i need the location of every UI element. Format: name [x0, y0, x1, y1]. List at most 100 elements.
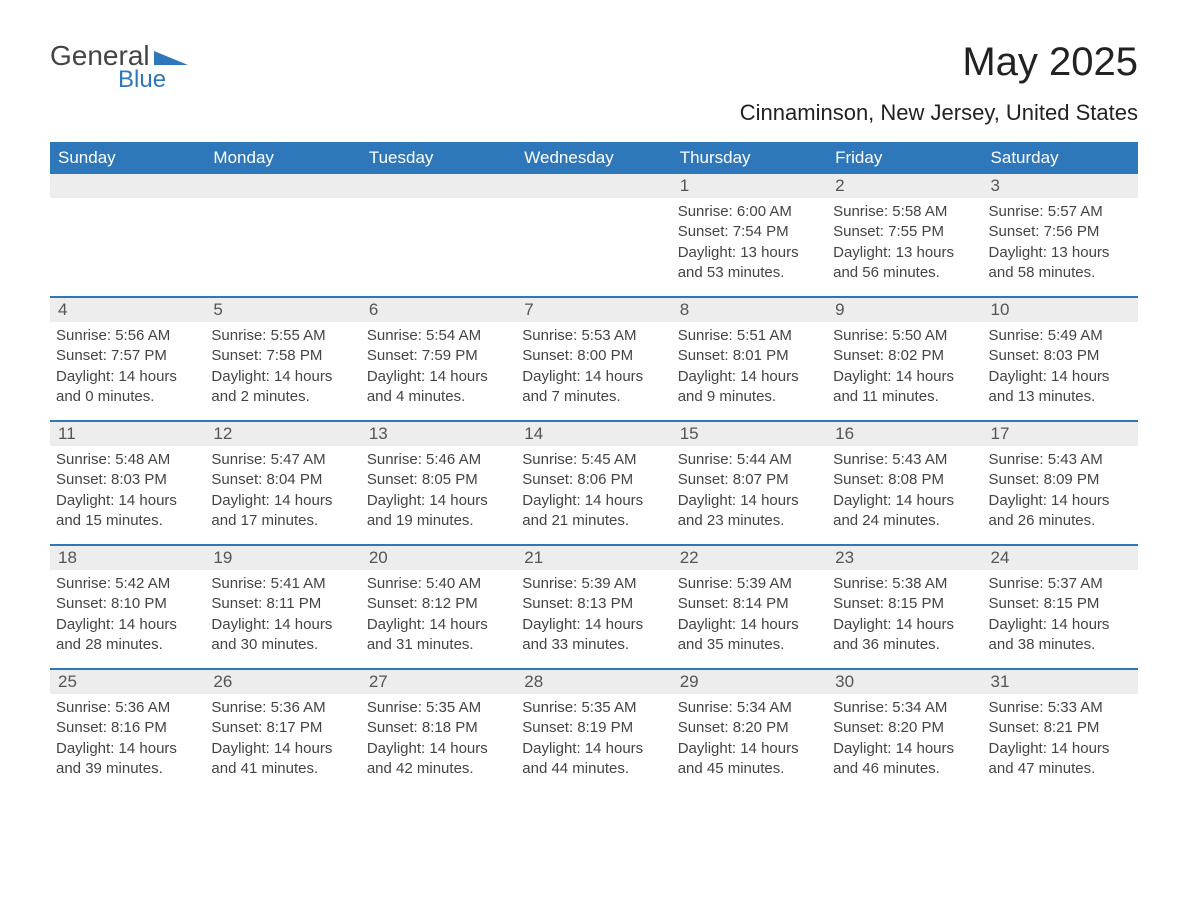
- weekday-saturday: Saturday: [983, 142, 1138, 174]
- day-details: Sunrise: 5:47 AMSunset: 8:04 PMDaylight:…: [205, 446, 360, 531]
- day-details: Sunrise: 5:43 AMSunset: 8:09 PMDaylight:…: [983, 446, 1138, 531]
- day-details: Sunrise: 5:46 AMSunset: 8:05 PMDaylight:…: [361, 446, 516, 531]
- day-details: Sunrise: 5:37 AMSunset: 8:15 PMDaylight:…: [983, 570, 1138, 655]
- day-cell: .: [50, 174, 205, 296]
- day-cell: 31Sunrise: 5:33 AMSunset: 8:21 PMDayligh…: [983, 670, 1138, 792]
- day-details: Sunrise: 5:55 AMSunset: 7:58 PMDaylight:…: [205, 322, 360, 407]
- daylight-text: Daylight: 14 hours and 13 minutes.: [989, 367, 1132, 408]
- sunrise-text: Sunrise: 5:55 AM: [211, 326, 354, 346]
- sunrise-text: Sunrise: 5:56 AM: [56, 326, 199, 346]
- sunrise-text: Sunrise: 5:33 AM: [989, 698, 1132, 718]
- sunrise-text: Sunrise: 5:40 AM: [367, 574, 510, 594]
- daylight-text: Daylight: 14 hours and 42 minutes.: [367, 739, 510, 780]
- sunset-text: Sunset: 8:09 PM: [989, 470, 1132, 490]
- header: General Blue May 2025: [50, 40, 1138, 94]
- sunrise-text: Sunrise: 5:35 AM: [367, 698, 510, 718]
- day-details: Sunrise: 5:56 AMSunset: 7:57 PMDaylight:…: [50, 322, 205, 407]
- day-number: 25: [50, 670, 205, 694]
- day-number: 17: [983, 422, 1138, 446]
- sunrise-text: Sunrise: 5:35 AM: [522, 698, 665, 718]
- day-cell: 8Sunrise: 5:51 AMSunset: 8:01 PMDaylight…: [672, 298, 827, 420]
- day-number: 19: [205, 546, 360, 570]
- day-number: 7: [516, 298, 671, 322]
- sunset-text: Sunset: 8:18 PM: [367, 718, 510, 738]
- day-number: 31: [983, 670, 1138, 694]
- sunrise-text: Sunrise: 5:47 AM: [211, 450, 354, 470]
- daylight-text: Daylight: 14 hours and 26 minutes.: [989, 491, 1132, 532]
- day-number: 4: [50, 298, 205, 322]
- sunset-text: Sunset: 8:10 PM: [56, 594, 199, 614]
- sunrise-text: Sunrise: 5:34 AM: [833, 698, 976, 718]
- weekday-wednesday: Wednesday: [516, 142, 671, 174]
- day-number: 22: [672, 546, 827, 570]
- day-cell: .: [205, 174, 360, 296]
- sunrise-text: Sunrise: 5:42 AM: [56, 574, 199, 594]
- day-details: Sunrise: 5:35 AMSunset: 8:19 PMDaylight:…: [516, 694, 671, 779]
- sunset-text: Sunset: 8:08 PM: [833, 470, 976, 490]
- day-details: Sunrise: 5:41 AMSunset: 8:11 PMDaylight:…: [205, 570, 360, 655]
- day-details: Sunrise: 5:50 AMSunset: 8:02 PMDaylight:…: [827, 322, 982, 407]
- day-details: Sunrise: 5:53 AMSunset: 8:00 PMDaylight:…: [516, 322, 671, 407]
- daylight-text: Daylight: 13 hours and 56 minutes.: [833, 243, 976, 284]
- sunset-text: Sunset: 8:16 PM: [56, 718, 199, 738]
- daylight-text: Daylight: 14 hours and 46 minutes.: [833, 739, 976, 780]
- day-number: 23: [827, 546, 982, 570]
- calendar-body: ....1Sunrise: 6:00 AMSunset: 7:54 PMDayl…: [50, 174, 1138, 792]
- day-cell: 20Sunrise: 5:40 AMSunset: 8:12 PMDayligh…: [361, 546, 516, 668]
- day-number: 29: [672, 670, 827, 694]
- day-details: Sunrise: 5:54 AMSunset: 7:59 PMDaylight:…: [361, 322, 516, 407]
- day-number: 20: [361, 546, 516, 570]
- sunrise-text: Sunrise: 5:39 AM: [678, 574, 821, 594]
- day-number: 11: [50, 422, 205, 446]
- day-details: Sunrise: 5:44 AMSunset: 8:07 PMDaylight:…: [672, 446, 827, 531]
- day-cell: 1Sunrise: 6:00 AMSunset: 7:54 PMDaylight…: [672, 174, 827, 296]
- sunset-text: Sunset: 8:04 PM: [211, 470, 354, 490]
- day-cell: 28Sunrise: 5:35 AMSunset: 8:19 PMDayligh…: [516, 670, 671, 792]
- day-details: Sunrise: 5:45 AMSunset: 8:06 PMDaylight:…: [516, 446, 671, 531]
- daylight-text: Daylight: 14 hours and 44 minutes.: [522, 739, 665, 780]
- sunset-text: Sunset: 8:17 PM: [211, 718, 354, 738]
- sunrise-text: Sunrise: 5:50 AM: [833, 326, 976, 346]
- daylight-text: Daylight: 14 hours and 30 minutes.: [211, 615, 354, 656]
- sunrise-text: Sunrise: 5:45 AM: [522, 450, 665, 470]
- day-cell: 5Sunrise: 5:55 AMSunset: 7:58 PMDaylight…: [205, 298, 360, 420]
- daylight-text: Daylight: 14 hours and 39 minutes.: [56, 739, 199, 780]
- day-number: 5: [205, 298, 360, 322]
- day-cell: 23Sunrise: 5:38 AMSunset: 8:15 PMDayligh…: [827, 546, 982, 668]
- sunset-text: Sunset: 8:11 PM: [211, 594, 354, 614]
- daylight-text: Daylight: 14 hours and 9 minutes.: [678, 367, 821, 408]
- week-row: 18Sunrise: 5:42 AMSunset: 8:10 PMDayligh…: [50, 544, 1138, 668]
- daylight-text: Daylight: 14 hours and 24 minutes.: [833, 491, 976, 532]
- day-cell: 30Sunrise: 5:34 AMSunset: 8:20 PMDayligh…: [827, 670, 982, 792]
- sunset-text: Sunset: 8:03 PM: [989, 346, 1132, 366]
- sunset-text: Sunset: 8:07 PM: [678, 470, 821, 490]
- sunrise-text: Sunrise: 5:39 AM: [522, 574, 665, 594]
- day-number: 12: [205, 422, 360, 446]
- logo-text-blue: Blue: [118, 66, 166, 94]
- sunset-text: Sunset: 8:14 PM: [678, 594, 821, 614]
- location-subtitle: Cinnaminson, New Jersey, United States: [50, 100, 1138, 126]
- day-cell: 27Sunrise: 5:35 AMSunset: 8:18 PMDayligh…: [361, 670, 516, 792]
- day-cell: 13Sunrise: 5:46 AMSunset: 8:05 PMDayligh…: [361, 422, 516, 544]
- day-cell: 11Sunrise: 5:48 AMSunset: 8:03 PMDayligh…: [50, 422, 205, 544]
- daylight-text: Daylight: 14 hours and 28 minutes.: [56, 615, 199, 656]
- day-cell: 14Sunrise: 5:45 AMSunset: 8:06 PMDayligh…: [516, 422, 671, 544]
- day-cell: 2Sunrise: 5:58 AMSunset: 7:55 PMDaylight…: [827, 174, 982, 296]
- sunset-text: Sunset: 7:54 PM: [678, 222, 821, 242]
- day-details: Sunrise: 5:35 AMSunset: 8:18 PMDaylight:…: [361, 694, 516, 779]
- weekday-friday: Friday: [827, 142, 982, 174]
- day-cell: 29Sunrise: 5:34 AMSunset: 8:20 PMDayligh…: [672, 670, 827, 792]
- day-cell: 24Sunrise: 5:37 AMSunset: 8:15 PMDayligh…: [983, 546, 1138, 668]
- sunrise-text: Sunrise: 5:54 AM: [367, 326, 510, 346]
- day-cell: 6Sunrise: 5:54 AMSunset: 7:59 PMDaylight…: [361, 298, 516, 420]
- week-row: 4Sunrise: 5:56 AMSunset: 7:57 PMDaylight…: [50, 296, 1138, 420]
- day-details: Sunrise: 5:49 AMSunset: 8:03 PMDaylight:…: [983, 322, 1138, 407]
- daylight-text: Daylight: 14 hours and 33 minutes.: [522, 615, 665, 656]
- sunset-text: Sunset: 7:55 PM: [833, 222, 976, 242]
- daylight-text: Daylight: 14 hours and 31 minutes.: [367, 615, 510, 656]
- sunrise-text: Sunrise: 5:43 AM: [989, 450, 1132, 470]
- sunset-text: Sunset: 8:05 PM: [367, 470, 510, 490]
- sunset-text: Sunset: 7:57 PM: [56, 346, 199, 366]
- day-cell: 22Sunrise: 5:39 AMSunset: 8:14 PMDayligh…: [672, 546, 827, 668]
- sunset-text: Sunset: 8:13 PM: [522, 594, 665, 614]
